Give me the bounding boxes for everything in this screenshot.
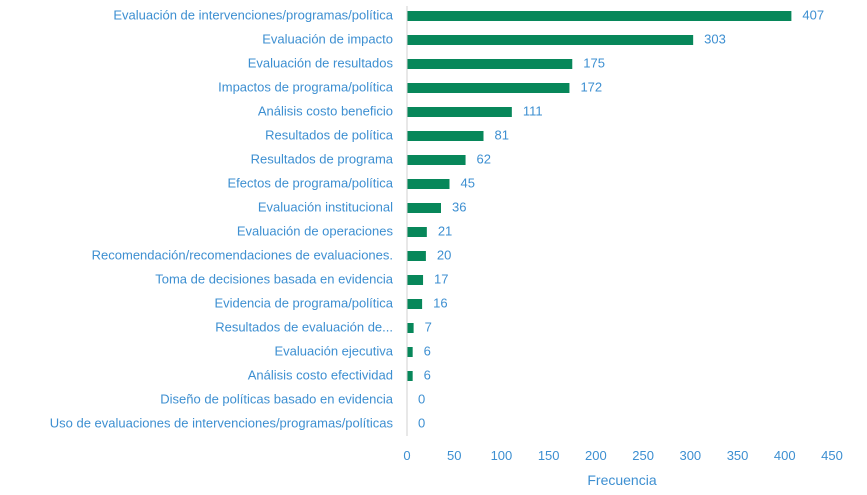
value-label: 36 — [452, 199, 466, 214]
x-tick-label: 0 — [403, 448, 410, 463]
category-label: Uso de evaluaciones de intervenciones/pr… — [50, 415, 394, 430]
bar — [407, 11, 792, 21]
category-label: Efectos de programa/política — [228, 175, 394, 190]
value-label: 7 — [425, 319, 432, 334]
category-label: Resultados de programa — [251, 151, 394, 166]
x-tick-labels: 0 50 100 150 200 250 300 350 400 450 — [403, 448, 842, 463]
value-label: 81 — [495, 127, 509, 142]
category-label: Evaluación institucional — [258, 199, 393, 214]
value-label: 62 — [477, 151, 491, 166]
bar — [407, 371, 413, 381]
value-label: 0 — [418, 415, 425, 430]
bar — [407, 299, 423, 309]
x-tick-label: 350 — [727, 448, 749, 463]
value-label: 6 — [424, 343, 431, 358]
x-tick-label: 300 — [679, 448, 701, 463]
bar — [407, 59, 573, 69]
category-label: Toma de decisiones basada en evidencia — [155, 271, 394, 286]
value-label: 20 — [437, 247, 451, 262]
bars-group — [407, 11, 792, 381]
value-label: 111 — [523, 103, 543, 118]
bar — [407, 251, 426, 261]
value-label: 303 — [704, 31, 726, 46]
category-labels: Evaluación de intervenciones/programas/p… — [50, 7, 394, 430]
category-label: Evaluación de intervenciones/programas/p… — [113, 7, 393, 22]
x-tick-label: 400 — [774, 448, 796, 463]
x-tick-label: 450 — [821, 448, 843, 463]
category-label: Resultados de evaluación de... — [215, 319, 393, 334]
x-tick-label: 200 — [585, 448, 607, 463]
category-label: Evaluación de operaciones — [237, 223, 394, 238]
bar — [407, 227, 427, 237]
value-label: 175 — [583, 55, 605, 70]
bar — [407, 107, 512, 117]
x-axis-title: Frecuencia — [587, 472, 656, 488]
value-label: 6 — [424, 367, 431, 382]
bar — [407, 131, 484, 141]
bar — [407, 35, 694, 45]
category-label: Impactos de programa/política — [218, 79, 394, 94]
category-label: Evidencia de programa/política — [215, 295, 394, 310]
category-label: Evaluación ejecutiva — [274, 343, 393, 358]
category-label: Recomendación/recomendaciones de evaluac… — [92, 247, 393, 262]
value-label: 17 — [434, 271, 448, 286]
bar — [407, 347, 413, 357]
x-tick-label: 100 — [491, 448, 513, 463]
category-label: Resultados de política — [265, 127, 394, 142]
category-label: Evaluación de resultados — [248, 55, 394, 70]
value-label: 0 — [418, 391, 425, 406]
bar — [407, 323, 414, 333]
bar — [407, 203, 441, 213]
category-label: Diseño de políticas basado en evidencia — [160, 391, 393, 406]
value-label: 45 — [461, 175, 475, 190]
bar — [407, 155, 466, 165]
x-tick-label: 250 — [632, 448, 654, 463]
value-label: 407 — [802, 7, 824, 22]
bar — [407, 275, 424, 285]
value-label: 172 — [580, 79, 602, 94]
bar — [407, 83, 570, 93]
x-tick-label: 50 — [447, 448, 461, 463]
category-label: Análisis costo efectividad — [248, 367, 393, 382]
x-tick-label: 150 — [538, 448, 560, 463]
category-label: Análisis costo beneficio — [258, 103, 393, 118]
value-label: 16 — [433, 295, 447, 310]
category-label: Evaluación de impacto — [262, 31, 393, 46]
value-label: 21 — [438, 223, 452, 238]
bar — [407, 179, 450, 189]
